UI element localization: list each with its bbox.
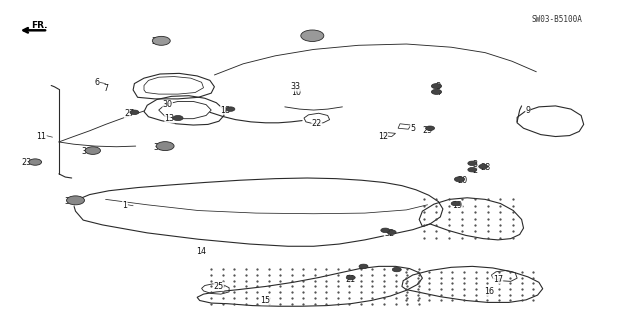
Text: 21: 21 — [346, 275, 356, 284]
Text: 19: 19 — [452, 201, 463, 210]
Circle shape — [451, 201, 460, 206]
Circle shape — [85, 147, 100, 154]
Text: 1: 1 — [122, 201, 127, 210]
Text: 6: 6 — [95, 78, 100, 87]
Circle shape — [468, 167, 477, 172]
Circle shape — [130, 110, 139, 115]
Circle shape — [359, 264, 368, 269]
Text: 16: 16 — [484, 287, 495, 296]
Text: 14: 14 — [196, 247, 207, 256]
Text: 20: 20 — [457, 176, 467, 185]
Text: 31: 31 — [154, 143, 164, 152]
Circle shape — [346, 275, 355, 280]
Text: 10: 10 — [291, 88, 301, 97]
Text: FR.: FR. — [31, 21, 48, 30]
Text: 32: 32 — [384, 229, 394, 238]
Text: 31: 31 — [64, 197, 74, 206]
Text: 15: 15 — [260, 296, 271, 305]
Text: 4: 4 — [436, 88, 441, 97]
Circle shape — [29, 159, 42, 165]
Text: 27: 27 — [124, 109, 134, 118]
Text: 2: 2 — [472, 166, 477, 175]
Text: 7: 7 — [103, 84, 108, 93]
Circle shape — [468, 161, 477, 166]
Text: 17: 17 — [493, 275, 503, 284]
Text: 18: 18 — [220, 106, 230, 115]
Text: 11: 11 — [36, 132, 47, 141]
Circle shape — [152, 36, 170, 45]
Text: 3: 3 — [472, 160, 477, 169]
Text: 13: 13 — [164, 114, 175, 123]
Circle shape — [454, 177, 465, 182]
Text: 9: 9 — [525, 106, 531, 115]
Text: 5: 5 — [410, 124, 415, 133]
Circle shape — [387, 230, 396, 234]
Circle shape — [431, 84, 442, 89]
Circle shape — [226, 107, 235, 111]
Text: 25: 25 — [214, 282, 224, 291]
Text: 28: 28 — [480, 163, 490, 172]
Text: 26: 26 — [310, 32, 320, 41]
Text: 33: 33 — [291, 82, 301, 91]
Circle shape — [67, 196, 84, 205]
Text: 12: 12 — [378, 132, 388, 141]
Circle shape — [173, 115, 183, 121]
Circle shape — [381, 228, 390, 233]
Text: 24: 24 — [152, 37, 162, 46]
Circle shape — [156, 142, 174, 151]
Circle shape — [392, 267, 401, 272]
Text: 29: 29 — [422, 126, 433, 135]
Text: 34: 34 — [81, 147, 92, 156]
Circle shape — [431, 89, 442, 94]
Circle shape — [301, 30, 324, 41]
Text: 30: 30 — [163, 100, 173, 109]
Text: 8: 8 — [436, 82, 441, 91]
Text: 22: 22 — [312, 119, 322, 128]
Text: SW03-B5100A: SW03-B5100A — [531, 15, 582, 24]
Text: 23: 23 — [22, 158, 32, 167]
Circle shape — [426, 126, 435, 130]
Circle shape — [479, 164, 488, 169]
